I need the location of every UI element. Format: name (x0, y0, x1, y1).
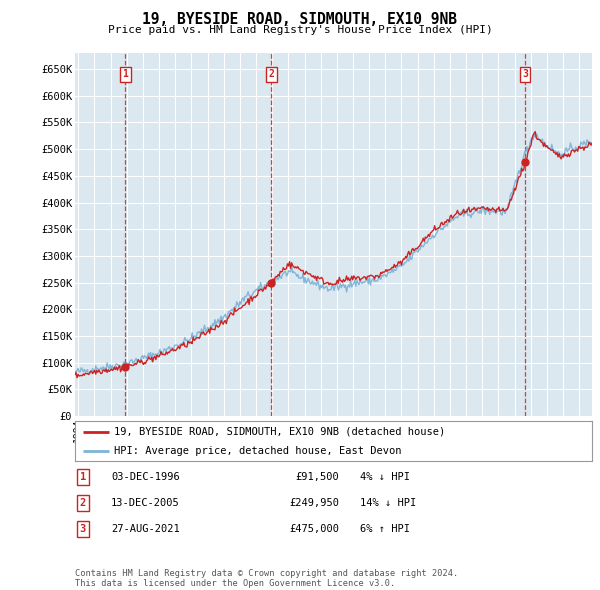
Text: 2: 2 (80, 498, 86, 507)
Text: Price paid vs. HM Land Registry's House Price Index (HPI): Price paid vs. HM Land Registry's House … (107, 25, 493, 35)
Text: £91,500: £91,500 (295, 472, 339, 481)
Text: 4% ↓ HPI: 4% ↓ HPI (360, 472, 410, 481)
Text: 14% ↓ HPI: 14% ↓ HPI (360, 498, 416, 507)
Text: 19, BYESIDE ROAD, SIDMOUTH, EX10 9NB (detached house): 19, BYESIDE ROAD, SIDMOUTH, EX10 9NB (de… (114, 427, 445, 437)
Text: 03-DEC-1996: 03-DEC-1996 (111, 472, 180, 481)
Text: 19, BYESIDE ROAD, SIDMOUTH, EX10 9NB: 19, BYESIDE ROAD, SIDMOUTH, EX10 9NB (143, 12, 458, 27)
Text: 3: 3 (80, 524, 86, 533)
Text: 3: 3 (522, 70, 528, 80)
Text: Contains HM Land Registry data © Crown copyright and database right 2024.
This d: Contains HM Land Registry data © Crown c… (75, 569, 458, 588)
Text: 13-DEC-2005: 13-DEC-2005 (111, 498, 180, 507)
Text: 1: 1 (80, 472, 86, 481)
Text: HPI: Average price, detached house, East Devon: HPI: Average price, detached house, East… (114, 446, 401, 456)
Text: 27-AUG-2021: 27-AUG-2021 (111, 524, 180, 533)
Text: £249,950: £249,950 (289, 498, 339, 507)
Text: £475,000: £475,000 (289, 524, 339, 533)
Text: 2: 2 (268, 70, 274, 80)
Text: 1: 1 (122, 70, 128, 80)
Text: 6% ↑ HPI: 6% ↑ HPI (360, 524, 410, 533)
